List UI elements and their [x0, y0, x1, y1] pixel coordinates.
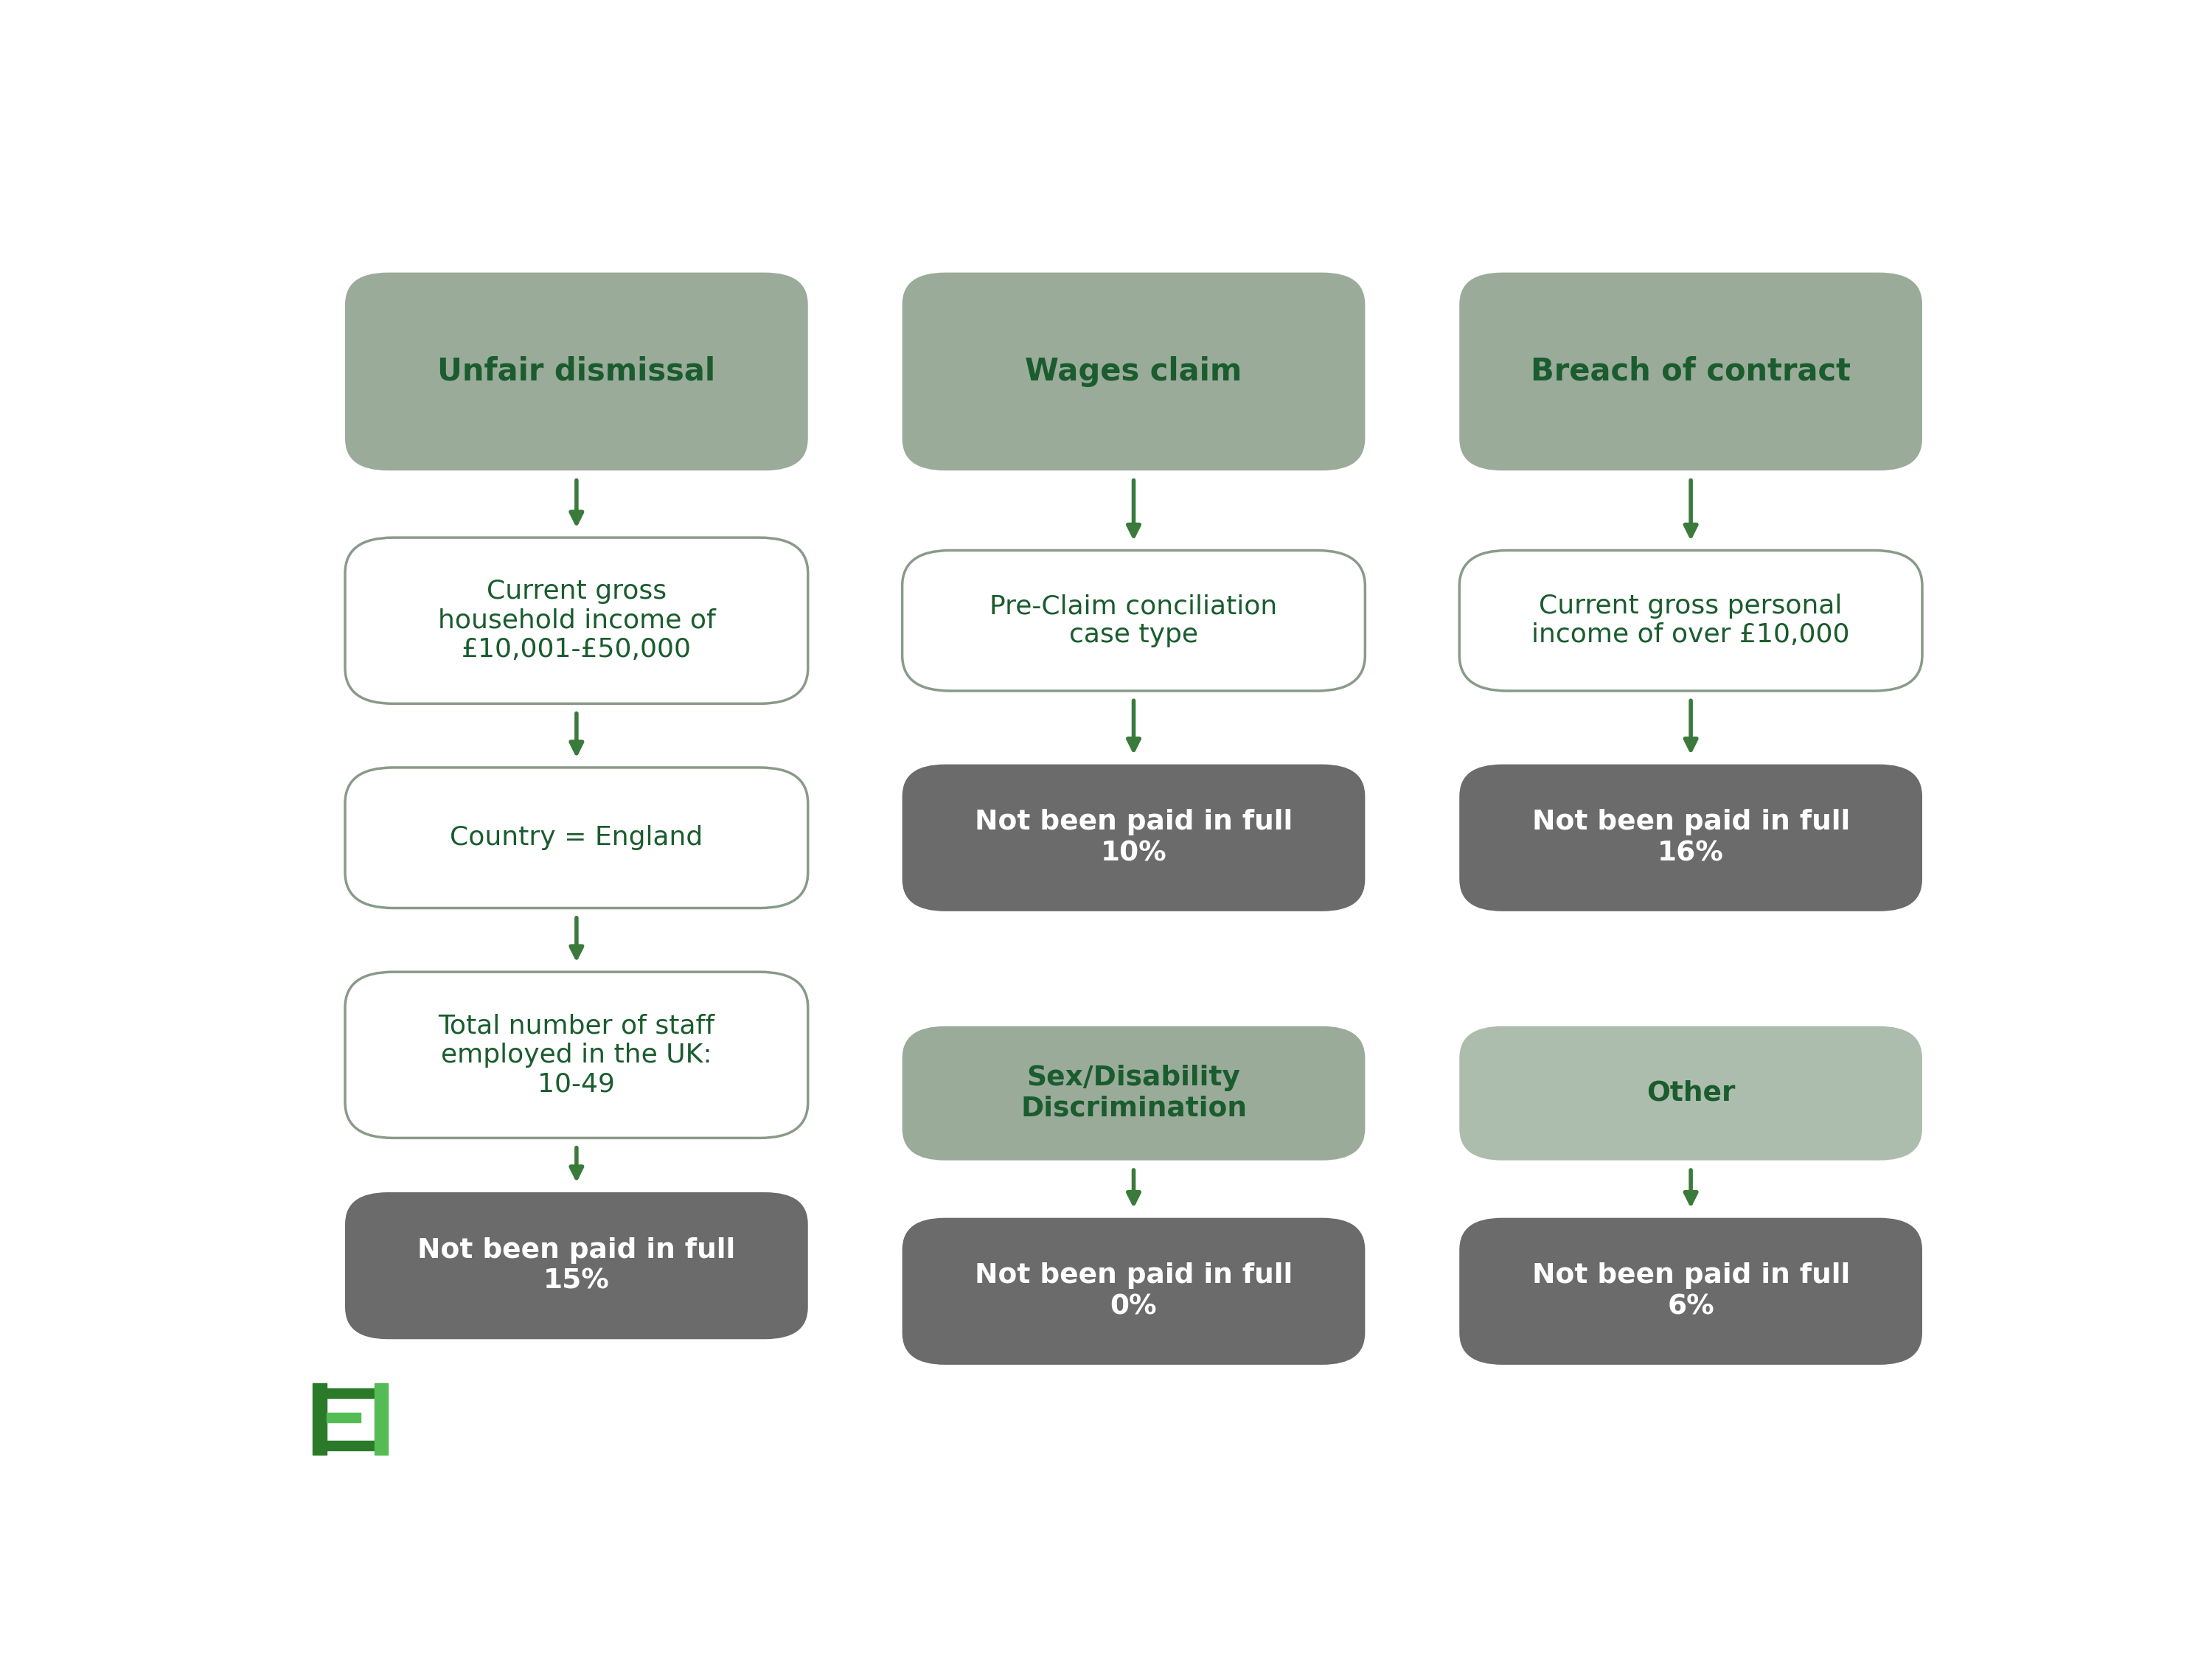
Text: Other: Other — [1646, 1080, 1734, 1107]
FancyBboxPatch shape — [345, 768, 807, 907]
Text: Country = England: Country = England — [449, 825, 703, 851]
Text: Total number of staff
employed in the UK:
10-49: Total number of staff employed in the UK… — [438, 1014, 714, 1097]
FancyBboxPatch shape — [1460, 765, 1922, 911]
FancyBboxPatch shape — [902, 1218, 1365, 1365]
FancyBboxPatch shape — [902, 551, 1365, 690]
FancyBboxPatch shape — [345, 538, 807, 703]
FancyBboxPatch shape — [1460, 1027, 1922, 1160]
FancyBboxPatch shape — [345, 972, 807, 1138]
Text: Current gross
household income of
£10,001-£50,000: Current gross household income of £10,00… — [438, 579, 714, 662]
Text: Not been paid in full
10%: Not been paid in full 10% — [975, 810, 1292, 866]
Text: Breach of contract: Breach of contract — [1531, 357, 1851, 387]
FancyBboxPatch shape — [345, 272, 807, 471]
Bar — [327, 1389, 374, 1399]
Text: Sex/Disability
Discrimination: Sex/Disability Discrimination — [1020, 1065, 1248, 1121]
FancyBboxPatch shape — [902, 272, 1365, 471]
Text: Wages claim: Wages claim — [1024, 357, 1243, 387]
Bar — [327, 1412, 361, 1423]
Text: Unfair dismissal: Unfair dismissal — [438, 357, 714, 387]
Bar — [327, 1440, 374, 1450]
FancyBboxPatch shape — [1460, 551, 1922, 690]
FancyBboxPatch shape — [1460, 1218, 1922, 1365]
FancyBboxPatch shape — [1460, 272, 1922, 471]
Text: Not been paid in full
16%: Not been paid in full 16% — [1531, 810, 1849, 866]
Text: Pre-Claim conciliation
case type: Pre-Claim conciliation case type — [989, 594, 1279, 647]
FancyBboxPatch shape — [902, 1027, 1365, 1160]
Text: Current gross personal
income of over £10,000: Current gross personal income of over £1… — [1531, 594, 1849, 647]
FancyBboxPatch shape — [345, 1193, 807, 1339]
Text: Not been paid in full
0%: Not been paid in full 0% — [975, 1262, 1292, 1321]
Bar — [374, 1384, 387, 1455]
Text: Not been paid in full
6%: Not been paid in full 6% — [1531, 1262, 1849, 1321]
Bar — [312, 1384, 327, 1455]
FancyBboxPatch shape — [902, 765, 1365, 911]
Text: Not been paid in full
15%: Not been paid in full 15% — [418, 1238, 734, 1294]
